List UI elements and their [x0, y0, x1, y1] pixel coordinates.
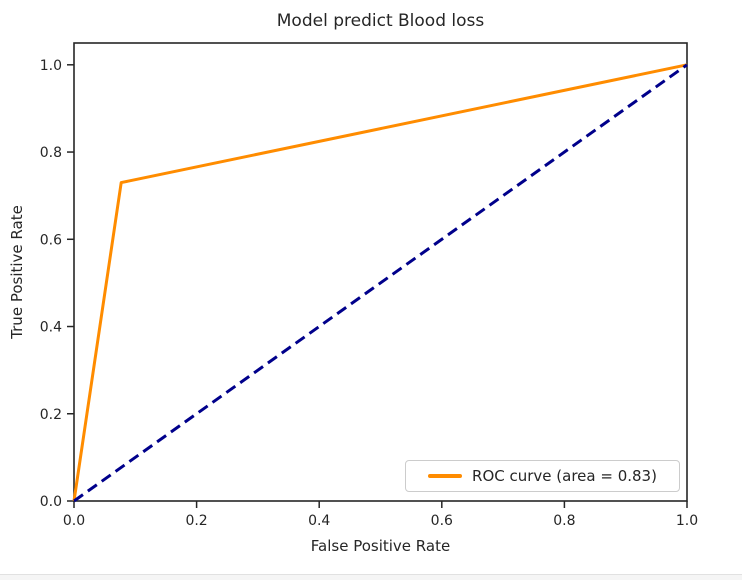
legend-label: ROC curve (area = 0.83) — [472, 467, 657, 485]
y-tick-label: 0.0 — [40, 494, 62, 510]
y-tick-label: 0.2 — [40, 407, 62, 423]
legend-line-sample-icon — [428, 474, 463, 478]
x-axis-label: False Positive Rate — [311, 537, 450, 555]
x-tick-label: 0.4 — [308, 513, 330, 529]
y-tick-label: 1.0 — [40, 58, 62, 74]
x-tick-label: 0.0 — [63, 513, 85, 529]
x-tick-label: 0.8 — [553, 513, 575, 529]
y-tick-label: 0.4 — [40, 320, 62, 336]
legend: ROC curve (area = 0.83) — [405, 460, 680, 492]
roc-curve-line — [72, 63, 688, 502]
y-tick-label: 0.6 — [40, 232, 62, 248]
chart-title: Model predict Blood loss — [276, 11, 485, 31]
x-tick-label: 1.0 — [676, 513, 698, 529]
y-tick-label: 0.8 — [40, 145, 62, 161]
x-tick-label: 0.6 — [431, 513, 453, 529]
axes-spines — [73, 42, 688, 502]
screenshot-bottom-edge — [0, 574, 742, 580]
chance-diagonal-line — [73, 63, 688, 503]
y-axis-label: True Positive Rate — [8, 205, 26, 340]
x-tick-label: 0.2 — [185, 513, 207, 529]
